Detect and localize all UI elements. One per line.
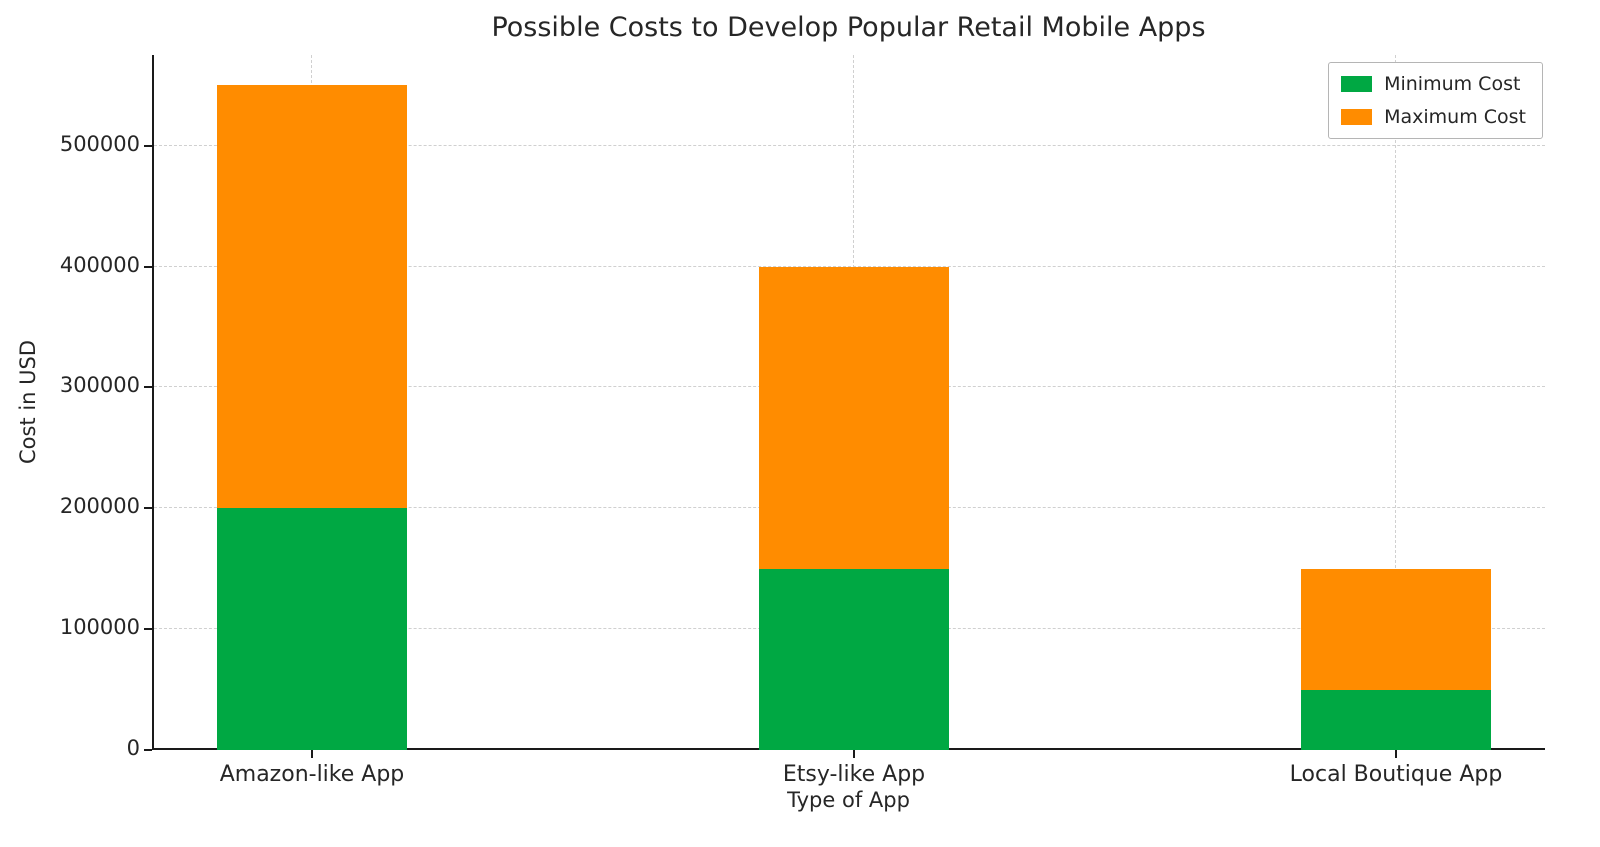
y-axis-tick xyxy=(144,265,152,268)
y-tick-label: 0 xyxy=(126,736,140,760)
bar-segment-amazon-like-app-maximum-cost xyxy=(217,85,407,509)
x-axis-tick xyxy=(1395,750,1397,758)
y-tick-label: 400000 xyxy=(59,252,140,277)
x-axis-label: Type of App xyxy=(787,788,910,812)
legend-item-maximum-cost: Maximum Cost xyxy=(1341,106,1526,128)
bar-segment-amazon-like-app-minimum-cost xyxy=(217,508,407,750)
y-tick-label: 100000 xyxy=(59,615,140,640)
y-axis-tick xyxy=(144,386,152,389)
gridline-horizontal xyxy=(154,144,1545,146)
y-tick-label: 500000 xyxy=(59,131,140,156)
legend-label-maximum-cost: Maximum Cost xyxy=(1384,106,1526,128)
y-axis-tick xyxy=(144,628,152,631)
legend-swatch-maximum-cost xyxy=(1341,109,1373,125)
bar-segment-local-boutique-app-maximum-cost xyxy=(1301,568,1491,690)
legend-item-minimum-cost: Minimum Cost xyxy=(1341,73,1526,95)
gridline-vertical xyxy=(1395,55,1396,748)
legend: Minimum Cost Maximum Cost xyxy=(1328,62,1543,139)
x-tick-label-etsy-like-app: Etsy-like App xyxy=(782,762,926,787)
bar-segment-etsy-like-app-maximum-cost xyxy=(759,266,949,569)
x-tick-label-amazon-like-app: Amazon-like App xyxy=(219,762,405,787)
y-axis-tick xyxy=(144,749,152,751)
x-axis-tick xyxy=(311,750,313,758)
x-axis-tick xyxy=(853,750,855,758)
y-tick-label: 200000 xyxy=(59,494,140,519)
y-tick-label: 300000 xyxy=(59,373,140,398)
x-tick-label-local-boutique-app: Local Boutique App xyxy=(1289,762,1503,787)
gridline-horizontal xyxy=(154,265,1545,267)
y-axis-label: Cost in USD xyxy=(16,339,40,465)
bar-segment-local-boutique-app-minimum-cost xyxy=(1301,689,1491,750)
plot-area: 0 100000 200000 300000 400000 500000 Amazon-li… xyxy=(60,55,1545,787)
y-axis-tick xyxy=(144,144,152,147)
y-axis-tick xyxy=(144,507,152,510)
legend-swatch-minimum-cost xyxy=(1341,76,1373,92)
bar-segment-etsy-like-app-minimum-cost xyxy=(759,568,949,750)
chart-title: Possible Costs to Develop Popular Retail… xyxy=(491,12,1206,43)
legend-label-minimum-cost: Minimum Cost xyxy=(1384,73,1521,95)
